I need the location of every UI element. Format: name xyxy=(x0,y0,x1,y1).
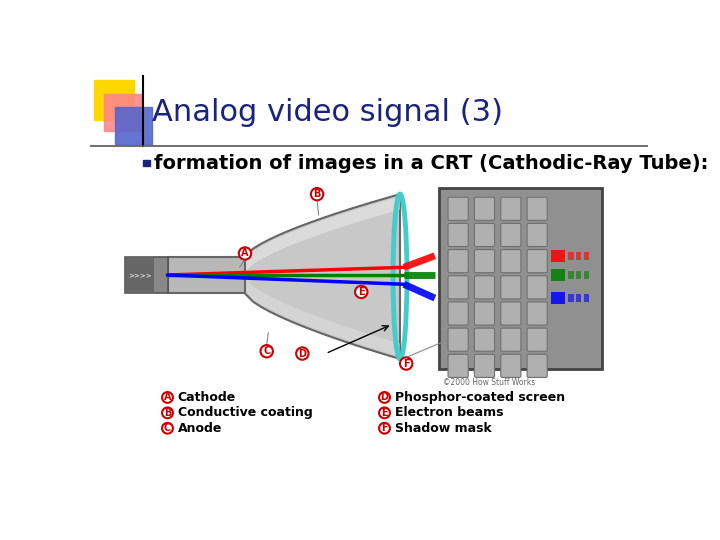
Polygon shape xyxy=(245,278,400,356)
Bar xyxy=(168,273,171,278)
Bar xyxy=(576,252,581,260)
FancyBboxPatch shape xyxy=(500,197,521,220)
Bar xyxy=(584,271,589,279)
Circle shape xyxy=(355,286,367,298)
FancyBboxPatch shape xyxy=(500,224,521,247)
Circle shape xyxy=(311,188,323,200)
FancyBboxPatch shape xyxy=(527,302,547,325)
FancyBboxPatch shape xyxy=(474,276,495,299)
Text: A: A xyxy=(163,393,171,402)
Text: C: C xyxy=(263,346,270,356)
FancyBboxPatch shape xyxy=(527,354,547,377)
FancyBboxPatch shape xyxy=(448,197,468,220)
Text: C: C xyxy=(164,423,171,433)
FancyBboxPatch shape xyxy=(500,354,521,377)
Circle shape xyxy=(296,347,309,360)
Circle shape xyxy=(379,408,390,418)
Text: D: D xyxy=(298,348,306,359)
FancyBboxPatch shape xyxy=(448,224,468,247)
Text: Conductive coating: Conductive coating xyxy=(178,406,312,420)
Text: formation of images in a CRT (Cathodic-Ray Tube):: formation of images in a CRT (Cathodic-R… xyxy=(153,154,708,173)
Bar xyxy=(168,256,245,294)
Bar xyxy=(551,249,565,262)
FancyBboxPatch shape xyxy=(474,328,495,351)
Text: B: B xyxy=(164,408,171,418)
Text: E: E xyxy=(358,287,364,297)
Circle shape xyxy=(239,247,251,260)
Polygon shape xyxy=(245,197,400,272)
FancyBboxPatch shape xyxy=(448,328,468,351)
Bar xyxy=(576,294,581,302)
FancyBboxPatch shape xyxy=(474,249,495,273)
FancyBboxPatch shape xyxy=(527,328,547,351)
FancyBboxPatch shape xyxy=(500,249,521,273)
FancyBboxPatch shape xyxy=(527,224,547,247)
Bar xyxy=(584,252,589,260)
Bar xyxy=(438,188,601,369)
Bar xyxy=(576,271,581,279)
Bar xyxy=(143,159,150,166)
Bar xyxy=(568,252,574,260)
Bar xyxy=(94,80,134,120)
FancyBboxPatch shape xyxy=(500,302,521,325)
Text: ©2000 How Stuff Works: ©2000 How Stuff Works xyxy=(443,378,535,387)
FancyBboxPatch shape xyxy=(448,276,468,299)
Bar xyxy=(125,257,168,293)
FancyBboxPatch shape xyxy=(448,302,468,325)
Text: >>>>: >>>> xyxy=(128,272,151,278)
Text: B: B xyxy=(313,189,321,199)
FancyBboxPatch shape xyxy=(474,302,495,325)
Circle shape xyxy=(379,423,390,434)
Text: A: A xyxy=(241,248,248,259)
Text: F: F xyxy=(381,423,388,433)
Text: Electron beams: Electron beams xyxy=(395,406,503,420)
Text: Anode: Anode xyxy=(178,422,222,435)
FancyBboxPatch shape xyxy=(448,249,468,273)
Text: Cathode: Cathode xyxy=(178,391,236,404)
Polygon shape xyxy=(245,194,400,359)
Circle shape xyxy=(162,423,173,434)
Bar xyxy=(551,269,565,281)
FancyBboxPatch shape xyxy=(474,197,495,220)
FancyBboxPatch shape xyxy=(527,197,547,220)
FancyBboxPatch shape xyxy=(500,276,521,299)
FancyBboxPatch shape xyxy=(448,354,468,377)
Text: Shadow mask: Shadow mask xyxy=(395,422,491,435)
Circle shape xyxy=(261,345,273,357)
Text: E: E xyxy=(381,408,388,418)
FancyBboxPatch shape xyxy=(527,249,547,273)
FancyBboxPatch shape xyxy=(500,328,521,351)
Text: F: F xyxy=(403,359,410,369)
Text: Phosphor-coated screen: Phosphor-coated screen xyxy=(395,391,564,404)
Text: Analog video signal (3): Analog video signal (3) xyxy=(152,98,503,127)
FancyBboxPatch shape xyxy=(474,354,495,377)
Bar xyxy=(568,271,574,279)
Bar xyxy=(551,292,565,304)
Bar xyxy=(584,294,589,302)
Text: D: D xyxy=(380,393,389,402)
Bar xyxy=(568,294,574,302)
Circle shape xyxy=(400,357,413,370)
Circle shape xyxy=(162,392,173,403)
FancyBboxPatch shape xyxy=(474,224,495,247)
Bar xyxy=(125,257,154,293)
Bar xyxy=(104,94,141,131)
FancyBboxPatch shape xyxy=(527,276,547,299)
Circle shape xyxy=(379,392,390,403)
Circle shape xyxy=(162,408,173,418)
Bar xyxy=(114,107,152,144)
